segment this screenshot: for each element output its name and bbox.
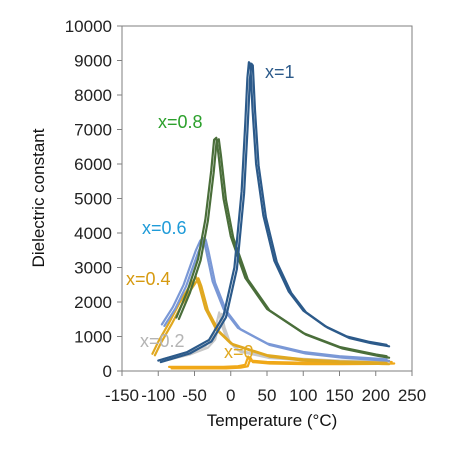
series-line-x-0-8-return xyxy=(177,138,391,359)
y-axis: 0 1000 2000 3000 4000 5000 6000 7000 8000 9000 100… xyxy=(65,17,122,381)
series-label-x-0-8: x=0.8 xyxy=(158,112,203,132)
x-tick-label: 250 xyxy=(398,386,426,405)
x-axis: -150 -100 -50 0 50 100 150 200 250 xyxy=(105,371,426,405)
series-label-x-0: x=0 xyxy=(224,342,254,362)
x-tick-label: 200 xyxy=(362,386,390,405)
y-tick-label: 7000 xyxy=(74,121,112,140)
x-axis-title: Temperature (°C) xyxy=(207,411,338,430)
x-tick-label: -50 xyxy=(182,386,207,405)
y-tick-label: 2000 xyxy=(74,293,112,312)
series-label-x-0-4: x=0.4 xyxy=(126,269,171,289)
series-label-x-1: x=1 xyxy=(265,62,295,82)
y-tick-label: 6000 xyxy=(74,155,112,174)
series-line-x-0-4 xyxy=(151,275,388,364)
x-tick-label: -100 xyxy=(141,386,175,405)
x-tick-label: 150 xyxy=(325,386,353,405)
series-line-x-0-return xyxy=(170,356,396,370)
y-tick-label: 5000 xyxy=(74,190,112,209)
y-tick-label: 3000 xyxy=(74,259,112,278)
y-tick-label: 10000 xyxy=(65,17,112,36)
x-tick-label: 100 xyxy=(289,386,317,405)
series-line-x-0-6 xyxy=(160,237,388,361)
y-tick-label: 4000 xyxy=(74,224,112,243)
y-tick-label: 1000 xyxy=(74,328,112,347)
x-tick-label: -150 xyxy=(105,386,139,405)
series-labels: x=1 x=0.8 x=0.6 x=0.4 x=0.2 x=0 xyxy=(126,62,295,362)
y-tick-label: 8000 xyxy=(74,86,112,105)
series-label-x-0-2: x=0.2 xyxy=(140,331,185,351)
series-label-x-0-6: x=0.6 xyxy=(142,218,187,238)
series-line-x-1-return xyxy=(159,62,391,364)
y-axis-title: Dielectric constant xyxy=(29,128,48,267)
x-tick-label: 50 xyxy=(258,386,277,405)
x-tick-label: 0 xyxy=(226,386,235,405)
series-line-x-1 xyxy=(157,61,388,362)
y-tick-label: 9000 xyxy=(74,52,112,71)
y-tick-label: 0 xyxy=(103,362,112,381)
series-lines xyxy=(151,61,396,370)
series-line-x-0-6-return xyxy=(163,238,391,362)
